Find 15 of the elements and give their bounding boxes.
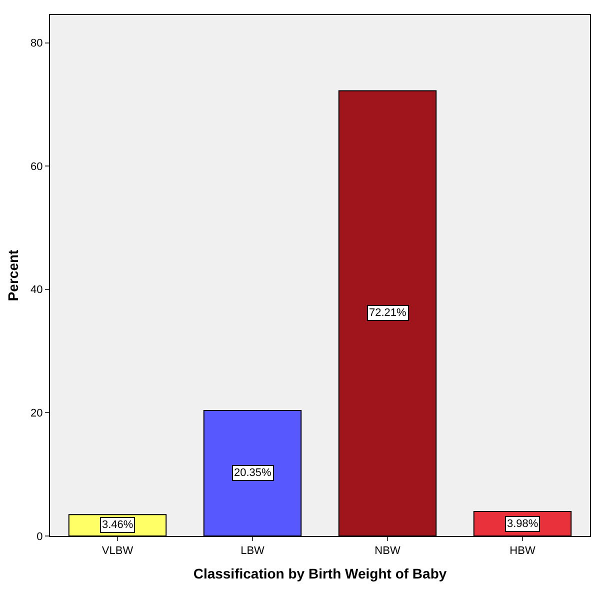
y-tick-label: 20 xyxy=(30,408,43,420)
y-tick-label: 0 xyxy=(36,530,43,543)
data-label: 3.98% xyxy=(507,518,538,530)
x-tick-label: LBW xyxy=(240,545,266,558)
x-tick-label: VLBW xyxy=(102,545,134,558)
data-label: 72.21% xyxy=(369,307,407,319)
x-tick-label: NBW xyxy=(374,545,401,558)
y-axis-title: Percent xyxy=(5,249,22,302)
y-tick-label: 80 xyxy=(30,38,43,50)
y-tick-label: 60 xyxy=(30,160,43,173)
y-tick-label: 40 xyxy=(30,284,43,296)
data-label: 3.46% xyxy=(102,519,134,531)
data-label: 20.35% xyxy=(234,467,272,479)
x-tick-label: HBW xyxy=(510,545,536,558)
x-axis-title: Classification by Birth Weight of Baby xyxy=(193,566,447,582)
